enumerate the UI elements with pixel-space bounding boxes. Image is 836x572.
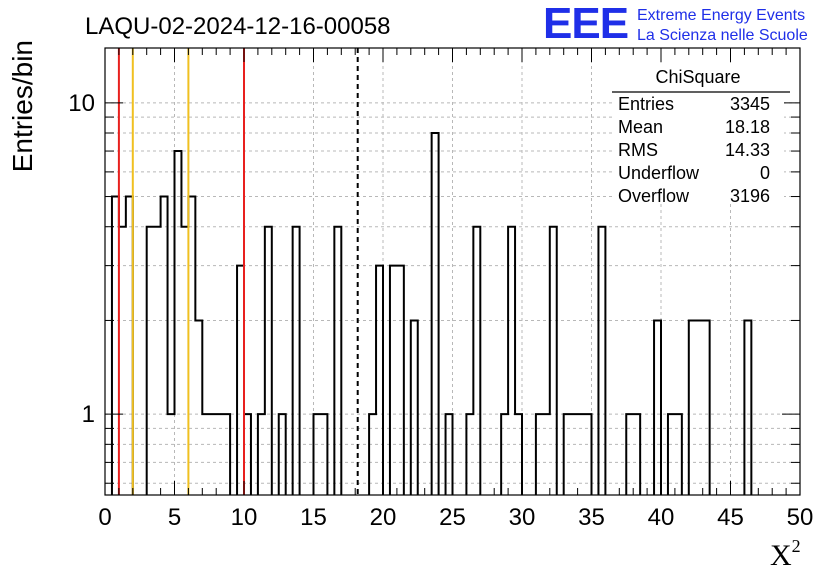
- x-tick-label: 20: [370, 504, 397, 531]
- x-tick-label: 5: [168, 504, 181, 531]
- grid-lines: [105, 48, 800, 495]
- stats-value: 14.33: [725, 140, 770, 160]
- stats-label: Entries: [618, 94, 674, 114]
- x-tick-label: 50: [787, 504, 814, 531]
- y-tick-label: 1: [82, 401, 95, 428]
- x-axis-label-superscript: 2: [792, 536, 801, 556]
- stats-box-background: [612, 64, 784, 201]
- histogram-bars: [110, 131, 753, 495]
- stats-label: Mean: [618, 117, 663, 137]
- logo-mark: EEE: [543, 0, 628, 48]
- x-tick-label: 25: [439, 504, 466, 531]
- stats-value: 3345: [730, 94, 770, 114]
- y-tick-label: 10: [68, 90, 95, 117]
- stats-value: 0: [760, 163, 770, 183]
- logo-line-2: La Scienza nelle Scuole: [637, 27, 808, 44]
- x-axis-label-main: X: [770, 539, 792, 572]
- stats-value: 3196: [730, 186, 770, 206]
- logo-line-1: Extreme Energy Events: [637, 7, 805, 24]
- x-tick-label: 30: [509, 504, 536, 531]
- x-tick-label: 15: [300, 504, 327, 531]
- y-axis-label: Entries/bin: [7, 40, 38, 172]
- stats-box: ChiSquare Entries 3345 Mean 18.18 RMS 14.33 Und…: [612, 64, 790, 206]
- x-tick-label: 10: [231, 504, 258, 531]
- chart-title: LAQU-02-2024-12-16-00058: [85, 13, 391, 40]
- x-tick-label: 0: [98, 504, 111, 531]
- stats-label: RMS: [618, 140, 658, 160]
- x-tick-label: 35: [578, 504, 605, 531]
- x-tick-label: 45: [717, 504, 744, 531]
- stats-label: Overflow: [618, 186, 690, 206]
- stats-label: Underflow: [618, 163, 700, 183]
- histogram-line: [110, 131, 753, 495]
- x-tick-label: 40: [648, 504, 675, 531]
- axis-ticks: 0 5 10 15 20 25 30 35 40 45 50 1 10: [68, 48, 813, 531]
- marker-lines: [117, 48, 359, 495]
- stats-value: 18.18: [725, 117, 770, 137]
- x-axis-label: X2: [770, 536, 801, 572]
- eee-logo: EEE Extreme Energy Events La Scienza nel…: [543, 0, 808, 48]
- stats-title: ChiSquare: [655, 67, 740, 87]
